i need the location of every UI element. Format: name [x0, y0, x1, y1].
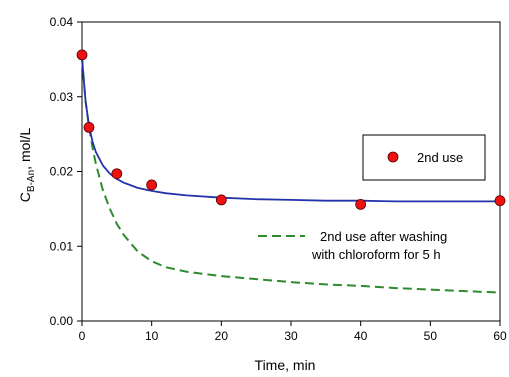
data-point-2nd-use — [76, 49, 88, 61]
y-axis-title-main: C — [17, 192, 33, 202]
legend-label-washing-line2: with chloroform for 5 h — [311, 247, 441, 262]
legend-box — [362, 134, 486, 181]
legend-washing: 2nd use after washing with chloroform fo… — [258, 229, 447, 262]
y-axis-title: CB-An, mol/L — [17, 128, 37, 203]
data-point-2nd-use — [83, 121, 95, 133]
x-tick-label: 40 — [354, 329, 368, 343]
x-tick-label: 50 — [424, 329, 438, 343]
legend-label-2nd-use: 2nd use — [417, 150, 463, 165]
x-tick-label: 20 — [215, 329, 229, 343]
x-tick-label: 30 — [284, 329, 298, 343]
data-point-2nd-use — [111, 168, 123, 180]
x-tick-label: 60 — [493, 329, 507, 343]
y-tick-label: 0.01 — [50, 239, 74, 253]
data-point-2nd-use — [355, 198, 367, 210]
y-axis-title-unit: , mol/L — [17, 128, 33, 170]
y-tick-label: 0.02 — [50, 165, 74, 179]
series — [76, 49, 506, 294]
data-point-2nd-use — [215, 194, 227, 206]
ticks: 0 10 20 30 40 50 60 0.00 0.01 0.02 0.03 0.04 — [50, 15, 507, 343]
series-line-washing — [81, 57, 501, 294]
y-tick-label: 0.00 — [50, 314, 74, 328]
x-axis-title: Time, min — [255, 357, 316, 373]
data-point-2nd-use — [146, 179, 158, 191]
y-tick-label: 0.04 — [50, 15, 74, 29]
y-axis-title-subscript: B-An — [26, 170, 37, 192]
x-tick-label: 0 — [79, 329, 86, 343]
series-line-2nd-use-fit — [81, 57, 500, 203]
data-point-2nd-use — [494, 195, 506, 207]
x-tick-label: 10 — [145, 329, 159, 343]
legend-label-washing-line1: 2nd use after washing — [320, 229, 447, 244]
y-tick-label: 0.03 — [50, 90, 74, 104]
legend-2nd-use: 2nd use — [362, 134, 486, 181]
legend-marker-2nd-use — [387, 151, 399, 163]
